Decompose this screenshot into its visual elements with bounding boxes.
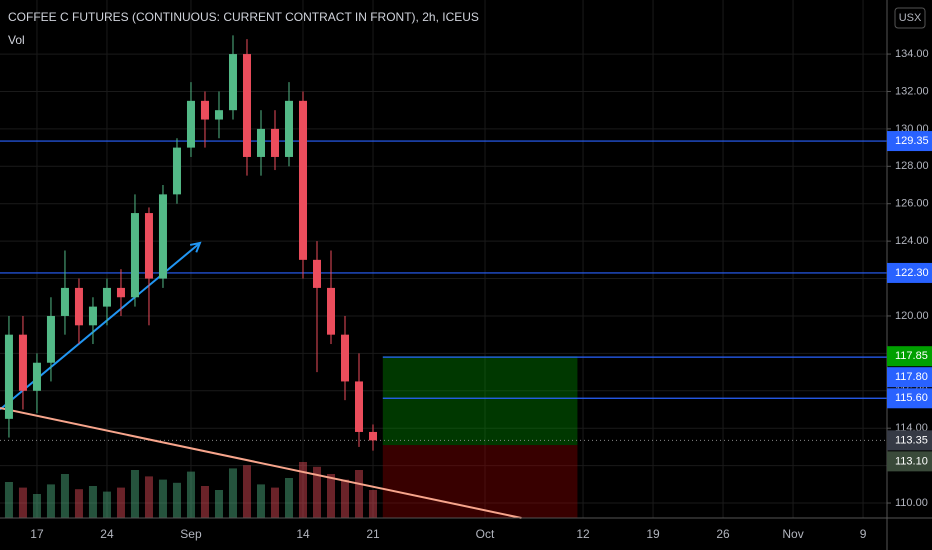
candle-body: [270, 128, 279, 157]
price-label: 115.60: [895, 392, 928, 404]
y-tick-label: 132.00: [895, 85, 929, 97]
candle-body: [312, 259, 321, 288]
volume-bar: [200, 486, 209, 518]
volume-bar: [228, 468, 237, 518]
volume-bar: [172, 482, 181, 518]
volume-bar: [242, 465, 251, 518]
price-label: 113.10: [895, 455, 928, 467]
volume-bar: [130, 470, 139, 518]
currency-button-label[interactable]: USX: [899, 12, 922, 24]
volume-bar: [340, 479, 349, 518]
x-tick-label: 17: [30, 527, 44, 541]
candle-body: [32, 362, 41, 391]
volume-bar: [102, 491, 111, 518]
price-label: 122.30: [895, 267, 929, 279]
candle-body: [200, 100, 209, 120]
target-zone: [382, 356, 578, 446]
candle-body: [326, 287, 335, 335]
plot: [0, 35, 887, 519]
x-tick-label: 26: [716, 527, 730, 541]
volume-bar: [256, 484, 265, 518]
candle-body: [369, 431, 378, 441]
volume-bar: [312, 466, 321, 518]
candle-body: [228, 54, 237, 111]
y-tick-label: 126.00: [895, 198, 929, 210]
candle-body: [172, 147, 181, 195]
price-label-box: [887, 262, 932, 283]
y-tick-label: 120.00: [895, 310, 929, 322]
price-label-box: [887, 388, 932, 409]
volume-label: Vol: [8, 33, 25, 47]
volume-bar: [144, 476, 153, 518]
stop-zone: [382, 445, 578, 518]
x-tick-label: 21: [366, 527, 380, 541]
candle-body: [102, 287, 111, 307]
volume-bar: [355, 470, 364, 518]
price-label: 129.35: [895, 135, 929, 147]
candle-body: [88, 306, 97, 326]
candle-body: [214, 110, 223, 120]
candle-body: [46, 315, 55, 363]
candle-body: [242, 54, 251, 157]
y-tick-label: 124.00: [895, 235, 929, 247]
price-label-box: [887, 430, 932, 451]
volume-bar: [18, 487, 27, 518]
candle-body: [355, 381, 364, 432]
volume-bar: [298, 462, 307, 518]
price-label: 113.35: [895, 434, 928, 446]
volume-bar: [46, 484, 55, 518]
x-tick-label: 19: [646, 527, 660, 541]
candle-body: [74, 287, 83, 326]
volume-bar: [326, 474, 335, 518]
candle-body: [340, 334, 349, 382]
volume-bar: [186, 471, 195, 518]
y-tick-label: 134.00: [895, 48, 929, 60]
volume-bar: [369, 490, 378, 518]
candle-body: [158, 194, 167, 279]
x-tick-label: Oct: [476, 527, 495, 541]
y-tick-label: 110.00: [895, 497, 928, 509]
x-tick-label: Sep: [180, 527, 202, 541]
candle-body: [18, 334, 27, 391]
price-label-box: [887, 451, 932, 472]
x-tick-label: 24: [100, 527, 114, 541]
candle-body: [256, 128, 265, 157]
volume-bar: [32, 494, 41, 518]
volume-bar: [74, 489, 83, 518]
candle-body: [144, 213, 153, 279]
y-tick-label: 128.00: [895, 160, 929, 172]
candle-body: [4, 334, 13, 419]
price-label-box: [887, 131, 932, 152]
x-tick-label: 12: [576, 527, 590, 541]
currency-button[interactable]: [894, 7, 926, 29]
x-tick-label: 14: [296, 527, 310, 541]
candle-body: [284, 100, 293, 157]
candle-body: [116, 287, 125, 298]
candle-body: [60, 287, 69, 316]
candle-body: [298, 100, 307, 260]
volume-bar: [116, 487, 125, 518]
price-label-box: [887, 367, 932, 388]
price-label-box: [887, 346, 932, 367]
trend-arrow-head: [189, 241, 202, 253]
trend-line: [0, 407, 522, 519]
x-tick-label: Nov: [782, 527, 803, 541]
candle-body: [186, 100, 195, 148]
price-label: 117.85: [895, 350, 928, 362]
volume-bar: [60, 474, 69, 518]
volume-bar: [4, 482, 13, 518]
candle-body: [130, 213, 139, 298]
volume-bar: [284, 478, 293, 518]
chart-title: COFFEE C FUTURES (CONTINUOUS: CURRENT CO…: [8, 10, 479, 24]
price-label: 117.80: [895, 371, 928, 383]
volume-bar: [88, 486, 97, 518]
x-tick-label: 9: [860, 527, 867, 541]
volume-bar: [270, 487, 279, 518]
volume-bar: [158, 479, 167, 518]
volume-bar: [214, 490, 223, 518]
